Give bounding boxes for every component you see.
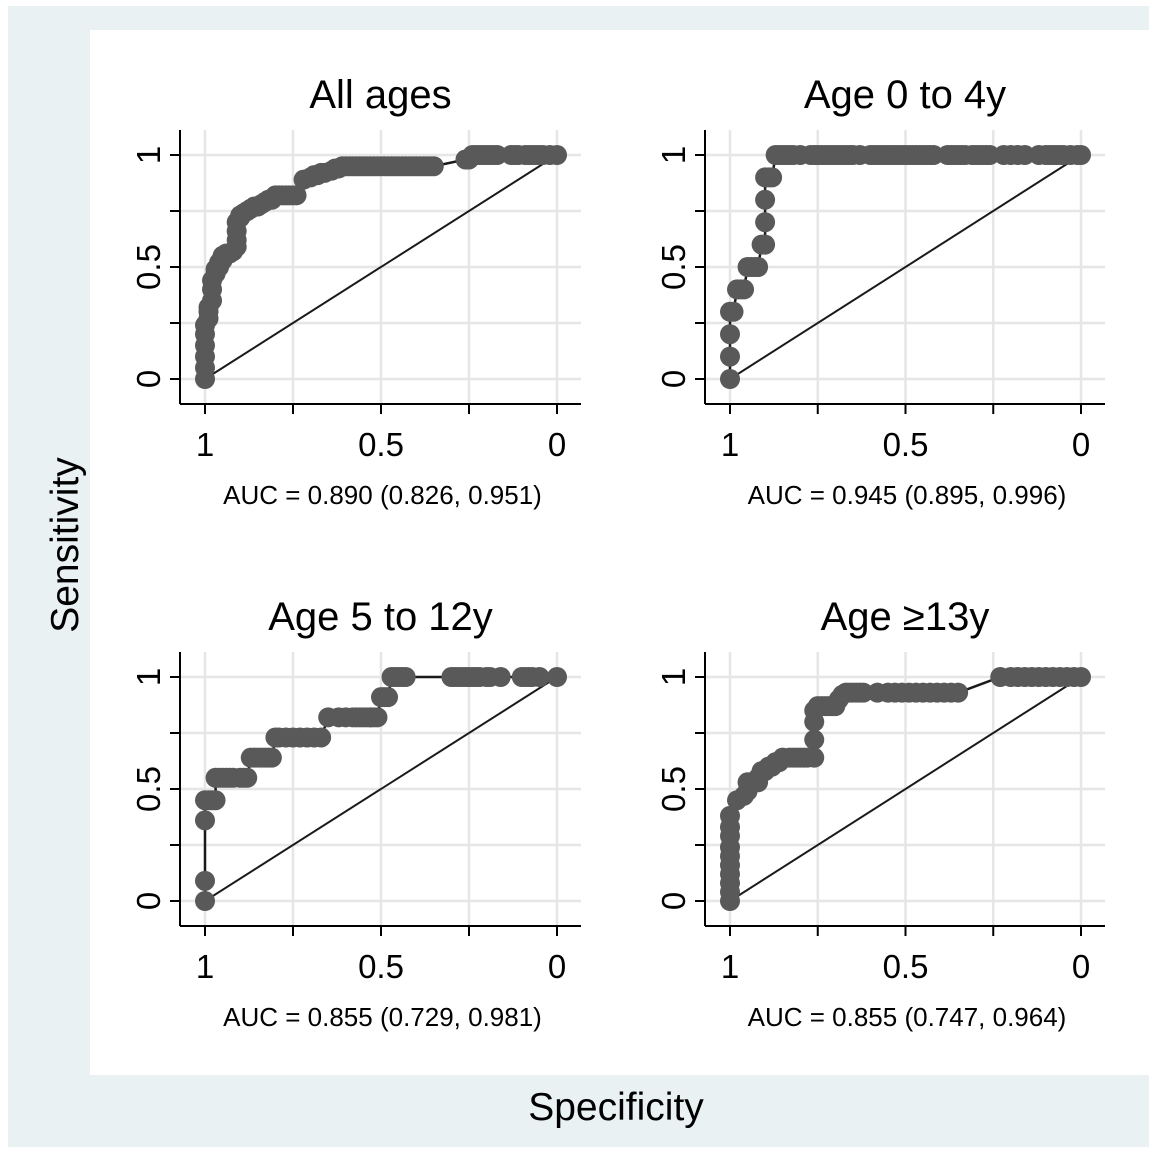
y-tick-label: 0 bbox=[130, 892, 167, 910]
roc-point bbox=[195, 891, 215, 911]
reference-line bbox=[204, 154, 558, 380]
roc-point bbox=[490, 667, 511, 687]
auc-annotation: AUC = 0.945 (0.895, 0.996) bbox=[748, 480, 1067, 510]
panel-title: All ages bbox=[309, 73, 451, 117]
roc-point bbox=[720, 324, 740, 345]
panel-4: 0 0.5 1 1 0.5 0 Age ≥13y AUC = 0.855 (0.747, 0.… bbox=[655, 595, 1105, 1032]
roc-point bbox=[948, 682, 969, 703]
panel-title: Age ≥13y bbox=[821, 595, 990, 639]
y-axis-title: Sensitivity bbox=[44, 457, 87, 633]
roc-point bbox=[261, 747, 282, 768]
roc-point bbox=[979, 145, 1000, 165]
plot-region-background bbox=[90, 30, 1149, 1075]
reference-line bbox=[729, 676, 1082, 902]
roc-point bbox=[395, 667, 416, 687]
y-tick-label: 1 bbox=[130, 668, 167, 686]
y-tick-label: 1 bbox=[655, 668, 692, 686]
roc-point bbox=[1071, 145, 1091, 165]
panel-title: Age 5 to 12y bbox=[268, 595, 493, 639]
panels-group: 0 0.5 1 1 0.5 0 All ages AUC = 0.890 (0.826, 0.… bbox=[130, 73, 1105, 1032]
roc-point bbox=[923, 145, 944, 165]
roc-point bbox=[748, 257, 769, 277]
roc-point bbox=[853, 682, 874, 703]
roc-point bbox=[755, 234, 776, 255]
x-tick-label: 1 bbox=[196, 426, 214, 463]
roc-point bbox=[547, 145, 567, 165]
y-tick-label: 0.5 bbox=[130, 766, 167, 812]
roc-point bbox=[367, 707, 388, 728]
roc-point bbox=[734, 279, 755, 300]
y-tick-label: 0 bbox=[655, 892, 692, 910]
reference-line bbox=[204, 676, 558, 902]
roc-markers bbox=[720, 145, 1091, 389]
x-tick-label: 0 bbox=[548, 948, 566, 985]
roc-point bbox=[804, 729, 825, 750]
y-tick-label: 0 bbox=[655, 370, 692, 388]
roc-point bbox=[286, 185, 307, 206]
roc-point bbox=[195, 810, 215, 831]
y-tick-label: 1 bbox=[655, 146, 692, 164]
roc-point bbox=[720, 369, 740, 389]
roc-point bbox=[762, 167, 783, 188]
roc-point bbox=[723, 301, 744, 322]
roc-markers bbox=[195, 667, 567, 911]
roc-point bbox=[237, 767, 258, 788]
panel-2: 0 0.5 1 1 0.5 0 Age 0 to 4y AUC = 0.945 (0.895,… bbox=[655, 73, 1105, 510]
roc-point bbox=[755, 189, 776, 210]
y-tick-label: 0.5 bbox=[130, 244, 167, 290]
x-tick-label: 0.5 bbox=[883, 426, 929, 463]
y-tick-label: 0.5 bbox=[655, 766, 692, 812]
roc-markers bbox=[195, 145, 567, 389]
roc-point bbox=[311, 727, 332, 748]
roc-point bbox=[205, 790, 226, 811]
x-tick-label: 0 bbox=[548, 426, 566, 463]
x-tick-label: 0 bbox=[1072, 426, 1090, 463]
y-tick-label: 1 bbox=[130, 146, 167, 164]
roc-markers bbox=[720, 667, 1091, 911]
roc-point bbox=[547, 667, 567, 687]
roc-point bbox=[195, 870, 215, 891]
reference-line bbox=[729, 154, 1082, 380]
roc-point bbox=[720, 346, 740, 367]
roc-point bbox=[378, 687, 399, 708]
roc-point bbox=[1071, 667, 1091, 687]
x-tick-label: 1 bbox=[721, 948, 739, 985]
roc-point bbox=[755, 212, 776, 233]
auc-annotation: AUC = 0.890 (0.826, 0.951) bbox=[223, 480, 542, 510]
roc-point bbox=[720, 805, 740, 826]
panel-title: Age 0 to 4y bbox=[804, 73, 1006, 117]
panel-3: 0 0.5 1 1 0.5 0 Age 5 to 12y AUC = 0.855 (0.729… bbox=[130, 595, 581, 1032]
panel-1: 0 0.5 1 1 0.5 0 All ages AUC = 0.890 (0.826, 0.… bbox=[130, 73, 581, 510]
roc-point bbox=[423, 156, 444, 177]
x-tick-label: 1 bbox=[196, 948, 214, 985]
roc-point bbox=[529, 667, 550, 687]
x-axis-title: Specificity bbox=[528, 1086, 704, 1129]
x-tick-label: 0.5 bbox=[358, 426, 404, 463]
y-tick-label: 0.5 bbox=[655, 244, 692, 290]
y-tick-label: 0 bbox=[130, 370, 167, 388]
x-tick-label: 1 bbox=[721, 426, 739, 463]
roc-point bbox=[487, 145, 508, 165]
auc-annotation: AUC = 0.855 (0.747, 0.964) bbox=[748, 1002, 1067, 1032]
x-tick-label: 0 bbox=[1072, 948, 1090, 985]
roc-point bbox=[804, 747, 825, 768]
auc-annotation: AUC = 0.855 (0.729, 0.981) bbox=[223, 1002, 542, 1032]
x-tick-label: 0.5 bbox=[358, 948, 404, 985]
x-tick-label: 0.5 bbox=[883, 948, 929, 985]
roc-point bbox=[1014, 145, 1035, 165]
